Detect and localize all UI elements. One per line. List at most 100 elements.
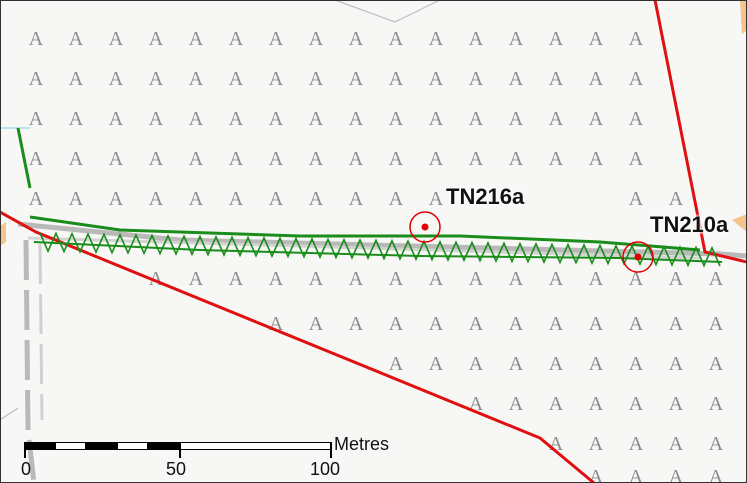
rough-grassland-symbol: A <box>509 148 524 170</box>
rough-grassland-symbol: A <box>669 188 684 210</box>
rough-grassland-symbol: A <box>229 68 244 90</box>
rough-grassland-symbol: A <box>269 28 284 50</box>
rough-grassland-symbol: A <box>29 108 44 130</box>
rough-grassland-symbol: A <box>629 68 644 90</box>
scale-bar-segment <box>86 442 117 450</box>
rough-grassland-symbol: A <box>469 148 484 170</box>
rough-grassland-symbol: A <box>389 353 404 375</box>
feature-marker-tn210a <box>634 253 642 261</box>
rough-grassland-symbol: A <box>309 313 324 335</box>
rough-grassland-symbol: A <box>509 353 524 375</box>
rough-grassland-symbol: A <box>189 268 204 290</box>
rough-grassland-symbol: A <box>149 148 164 170</box>
scale-bar-segment <box>179 442 331 450</box>
rough-grassland-symbol: A <box>109 28 124 50</box>
rough-grassland-symbol: A <box>629 28 644 50</box>
rough-grassland-symbol: A <box>389 268 404 290</box>
scale-bar-segment <box>148 442 179 450</box>
rough-grassland-symbol: A <box>149 188 164 210</box>
rough-grassland-symbol: A <box>469 68 484 90</box>
rough-grassland-symbol: A <box>189 188 204 210</box>
rough-grassland-symbol: A <box>69 28 84 50</box>
rough-grassland-symbol: A <box>669 433 684 455</box>
rough-grassland-symbol: A <box>629 313 644 335</box>
scale-bar-unit: Metres <box>334 434 390 454</box>
rough-grassland-symbol: A <box>229 188 244 210</box>
rough-grassland-symbol: A <box>269 148 284 170</box>
rough-grassland-symbol: A <box>469 268 484 290</box>
rough-grassland-symbol: A <box>469 353 484 375</box>
rough-grassland-symbol: A <box>229 148 244 170</box>
rough-grassland-symbol: A <box>709 433 724 455</box>
rough-grassland-symbol: A <box>709 466 724 483</box>
rough-grassland-symbol: A <box>469 28 484 50</box>
rough-grassland-symbol: A <box>29 188 44 210</box>
rough-grassland-symbol: A <box>69 148 84 170</box>
rough-grassland-symbol: A <box>189 148 204 170</box>
rough-grassland-symbol: A <box>349 148 364 170</box>
road-fill <box>740 0 747 34</box>
building-outline <box>0 407 19 421</box>
rough-grassland-symbol: A <box>269 268 284 290</box>
site-boundary <box>653 0 747 264</box>
rough-grassland-symbol: A <box>69 188 84 210</box>
rough-grassland-symbol: A <box>229 268 244 290</box>
rough-grassland-symbol: A <box>309 68 324 90</box>
rough-grassland-symbol: A <box>629 188 644 210</box>
rough-grassland-symbol: A <box>629 268 644 290</box>
feature-marker-ring-tn210a <box>622 241 654 273</box>
feature-label-tn210a: TN210a <box>650 212 729 237</box>
rough-grassland-symbol: A <box>349 108 364 130</box>
rough-grassland-symbol: A <box>669 466 684 483</box>
rough-grassland-symbol: A <box>229 108 244 130</box>
rough-grassland-symbol: A <box>549 313 564 335</box>
site-boundary <box>0 210 595 483</box>
rough-grassland-symbol: A <box>269 68 284 90</box>
scale-bar: 0 50 100 Metres <box>21 434 389 479</box>
rough-grassland-symbol: A <box>189 28 204 50</box>
rough-grassland-symbol: A <box>389 188 404 210</box>
rough-grassland-symbol: A <box>509 68 524 90</box>
lane-track <box>23 239 37 483</box>
rough-grassland-symbol: A <box>389 313 404 335</box>
hedgerow <box>29 215 701 252</box>
rough-grassland-symbol: A <box>429 313 444 335</box>
rough-grassland-symbol: A <box>389 108 404 130</box>
hedgerow <box>16 127 32 189</box>
rough-grassland-symbol: A <box>669 268 684 290</box>
rough-grassland-symbol: A <box>429 28 444 50</box>
rough-grassland-symbol: A <box>309 268 324 290</box>
rough-grassland-symbol: A <box>669 313 684 335</box>
rough-grassland-symbol: A <box>429 353 444 375</box>
rough-grassland-symbol: A <box>509 313 524 335</box>
rough-grassland-symbol: A <box>509 268 524 290</box>
rough-grassland-symbol: A <box>429 268 444 290</box>
rough-grassland-symbol: A <box>109 148 124 170</box>
rough-grassland-symbol: A <box>309 188 324 210</box>
building-outline <box>334 0 441 23</box>
feature-marker-ring-tn216a <box>409 211 441 243</box>
rough-grassland-symbol: A <box>149 108 164 130</box>
rough-grassland-symbol: A <box>429 68 444 90</box>
rough-grassland-symbol: A <box>629 433 644 455</box>
rough-grassland-symbol: A <box>629 393 644 415</box>
rough-grassland-symbol: A <box>629 148 644 170</box>
rough-grassland-symbol: A <box>149 68 164 90</box>
feature-marker-tn216a <box>421 223 429 231</box>
scale-bar-tick <box>24 442 26 458</box>
feature-label-tn216a: TN216a <box>446 184 525 209</box>
rough-grassland-symbol: A <box>429 148 444 170</box>
rough-grassland-symbol: A <box>589 393 604 415</box>
scale-bar-label-50: 50 <box>166 459 187 479</box>
rough-grassland-symbol: A <box>469 313 484 335</box>
rough-grassland-symbol: A <box>589 466 604 483</box>
rough-grassland-symbol: A <box>189 68 204 90</box>
rough-grassland-symbol: A <box>709 353 724 375</box>
rough-grassland-symbol: A <box>109 68 124 90</box>
rough-grassland-symbol: A <box>549 353 564 375</box>
rough-grassland-symbol: A <box>549 68 564 90</box>
rough-grassland-symbol: A <box>349 68 364 90</box>
rough-grassland-symbol: A <box>189 108 204 130</box>
rough-grassland-symbol: A <box>589 28 604 50</box>
